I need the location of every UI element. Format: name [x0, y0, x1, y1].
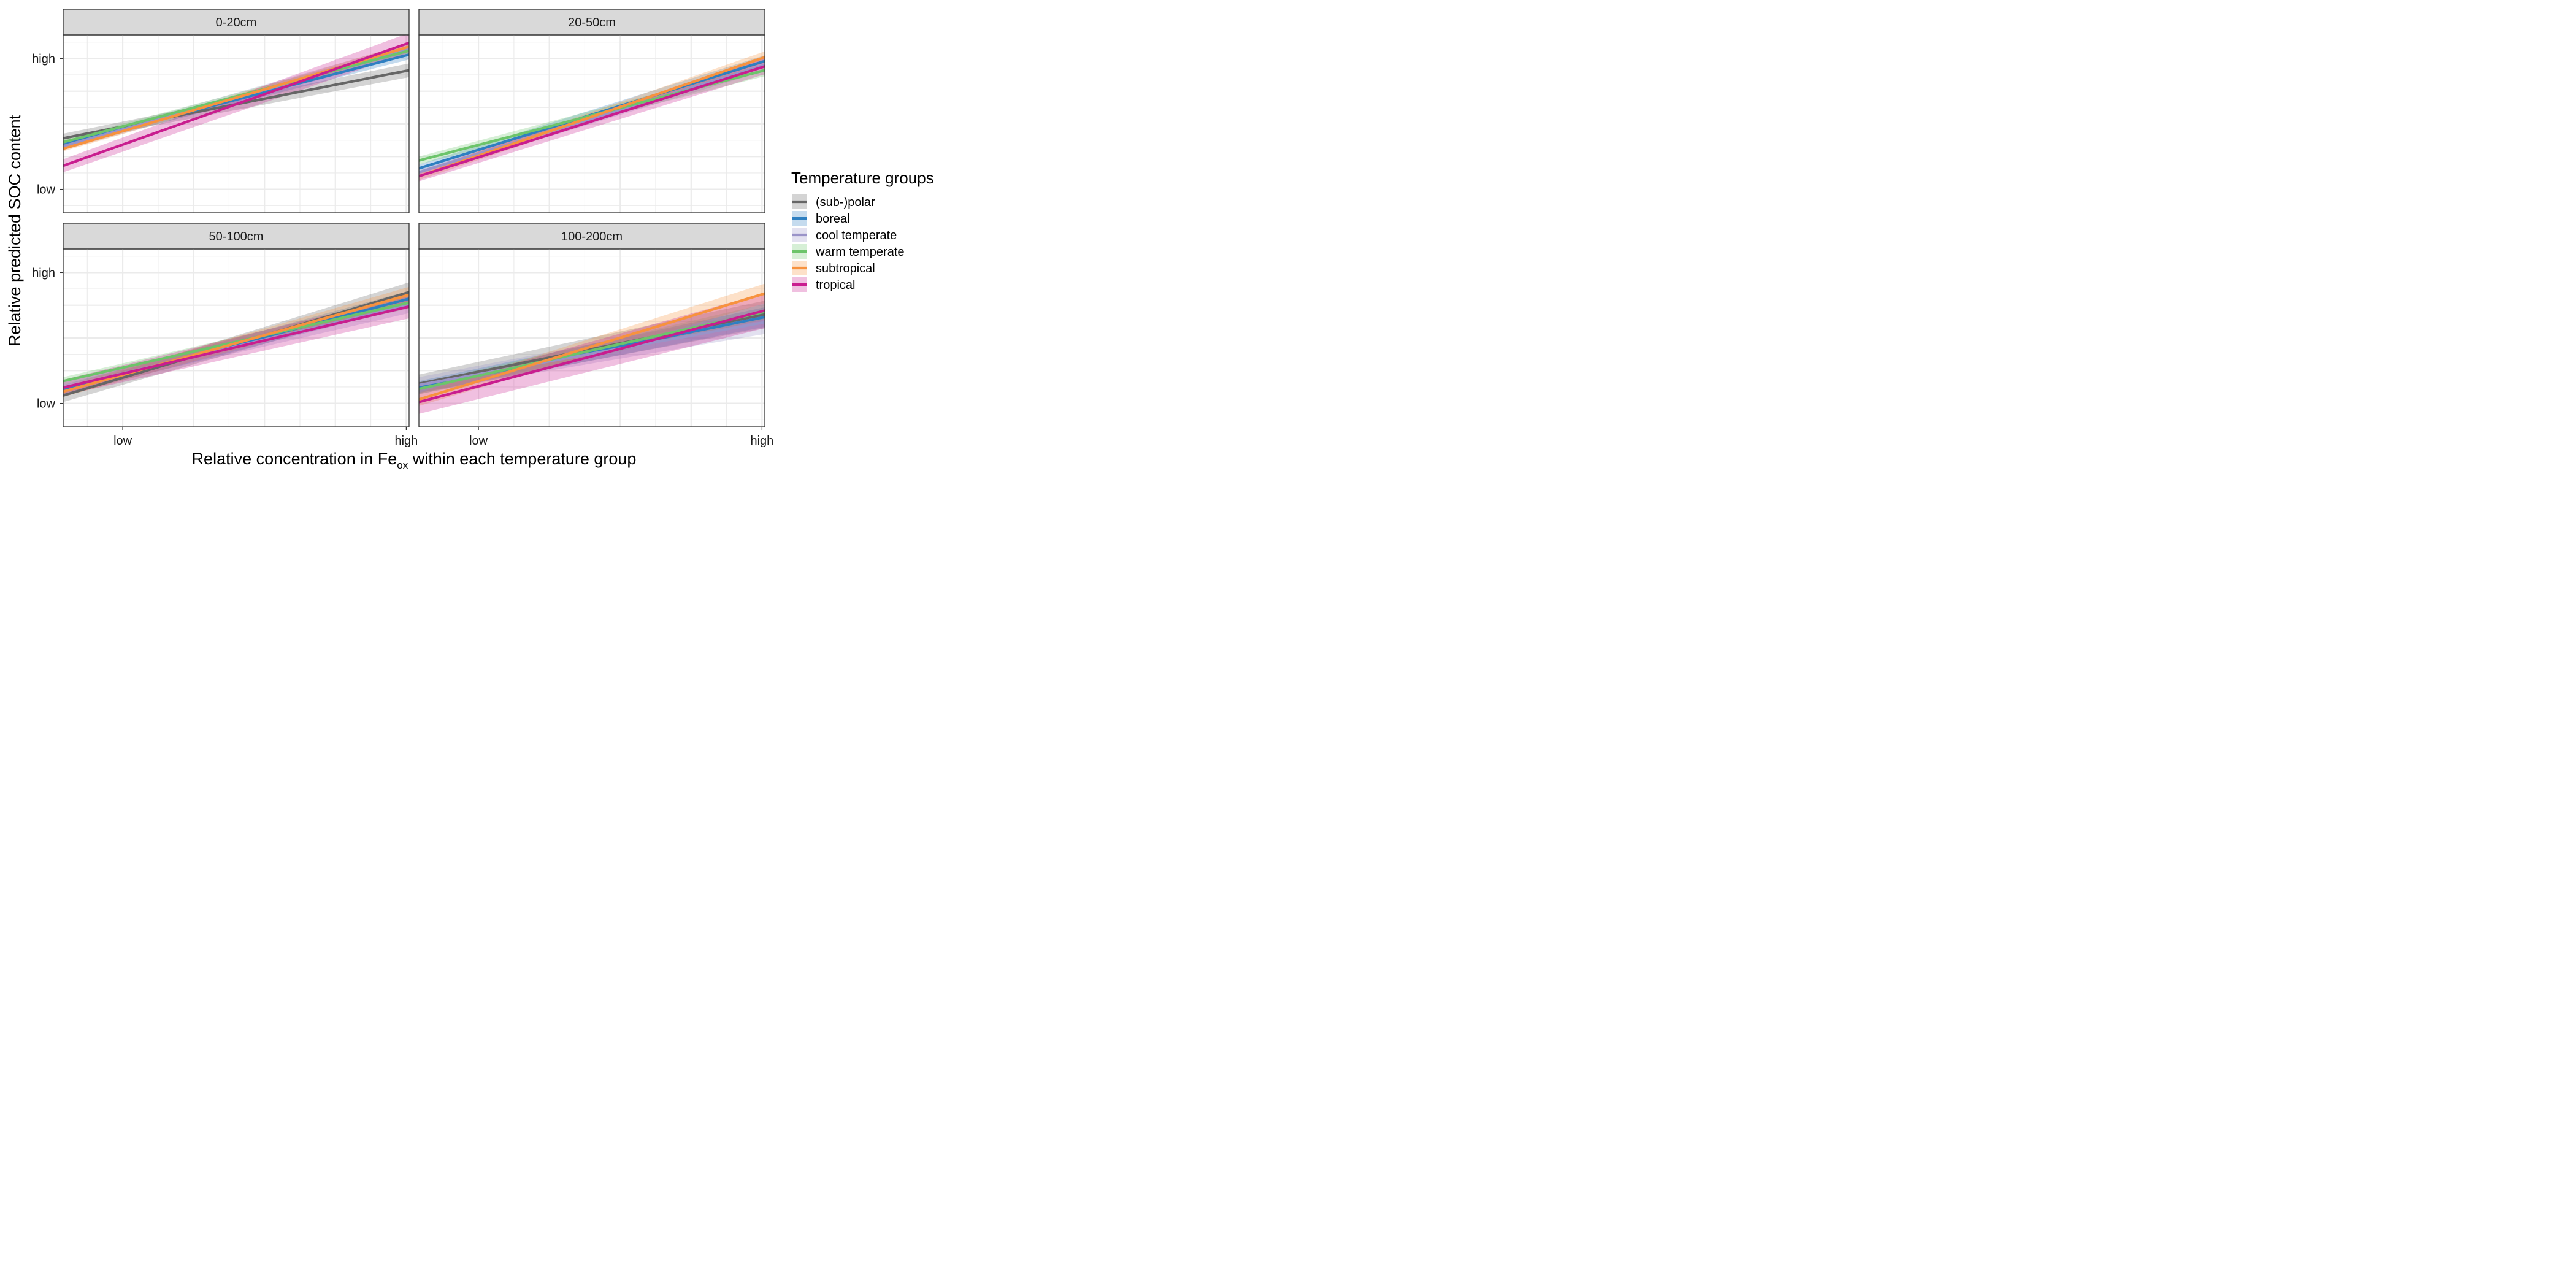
- y-tick-label: low: [37, 397, 56, 411]
- panel-border: [418, 248, 765, 427]
- facet-title: 100-200cm: [561, 230, 623, 243]
- y-axis-label: Relative predicted SOC content: [6, 114, 24, 347]
- series-line-tropical: [419, 309, 765, 404]
- legend-title: Temperature groups: [791, 169, 934, 187]
- x-tick-label: low: [469, 434, 488, 448]
- legend-item: (sub-)polar: [792, 194, 875, 209]
- series-line-cool temperate: [419, 321, 765, 386]
- panel-50-100cm: 50-100cm low high low high: [32, 223, 418, 448]
- panel-border: [63, 248, 410, 427]
- x-axis-label: Relative concentration in Feox within ea…: [192, 450, 637, 471]
- legend-item: warm temperate: [792, 244, 905, 259]
- legend-item: boreal: [792, 211, 850, 226]
- facet-title: 0-20cm: [216, 16, 257, 29]
- ci-band-subtropical: [419, 283, 765, 406]
- panel-20-50cm: 20-50cm: [418, 9, 765, 213]
- facet-title: 50-100cm: [209, 230, 264, 243]
- grid: [419, 249, 765, 427]
- faceted-line-chart: 0-20cm low high 20-50cm 50-100cm low high low hi…: [0, 0, 957, 478]
- panel-border: [418, 34, 765, 213]
- panel-border: [63, 34, 410, 213]
- series-line-tropical: [63, 305, 409, 389]
- facet-title: 20-50cm: [568, 16, 616, 29]
- legend-label: boreal: [816, 212, 850, 226]
- legend: Temperature groups (sub-)polar boreal cool…: [791, 169, 934, 292]
- legend-item: subtropical: [792, 261, 875, 275]
- legend-label: tropical: [816, 278, 855, 292]
- series-line-cool temperate: [419, 64, 765, 174]
- legend-label: cool temperate: [816, 229, 897, 242]
- legend-item: tropical: [792, 277, 855, 292]
- series-line-subtropical: [419, 56, 765, 178]
- grid: [63, 249, 409, 427]
- legend-label: (sub-)polar: [816, 196, 875, 209]
- legend-label: subtropical: [816, 262, 875, 275]
- panel-0-20cm: 0-20cm low high: [32, 9, 410, 213]
- x-tick-label: low: [113, 434, 132, 448]
- y-tick-label: low: [37, 183, 56, 197]
- y-tick-label: high: [32, 52, 55, 66]
- grid: [419, 35, 765, 213]
- facet-strip: [63, 223, 410, 250]
- x-tick-label: high: [750, 434, 773, 448]
- facet-strip: [63, 9, 410, 36]
- y-tick-label: high: [32, 266, 55, 280]
- series-line-subtropical: [419, 292, 765, 401]
- series-line-tropical: [419, 65, 765, 178]
- legend-label: warm temperate: [815, 245, 905, 259]
- facet-strip: [418, 9, 765, 36]
- legend-item: cool temperate: [792, 228, 897, 242]
- panel-100-200cm: 100-200cm low high: [418, 223, 773, 448]
- series-line-tropical: [63, 41, 409, 167]
- grid: [63, 35, 409, 213]
- x-tick-label: high: [394, 434, 418, 448]
